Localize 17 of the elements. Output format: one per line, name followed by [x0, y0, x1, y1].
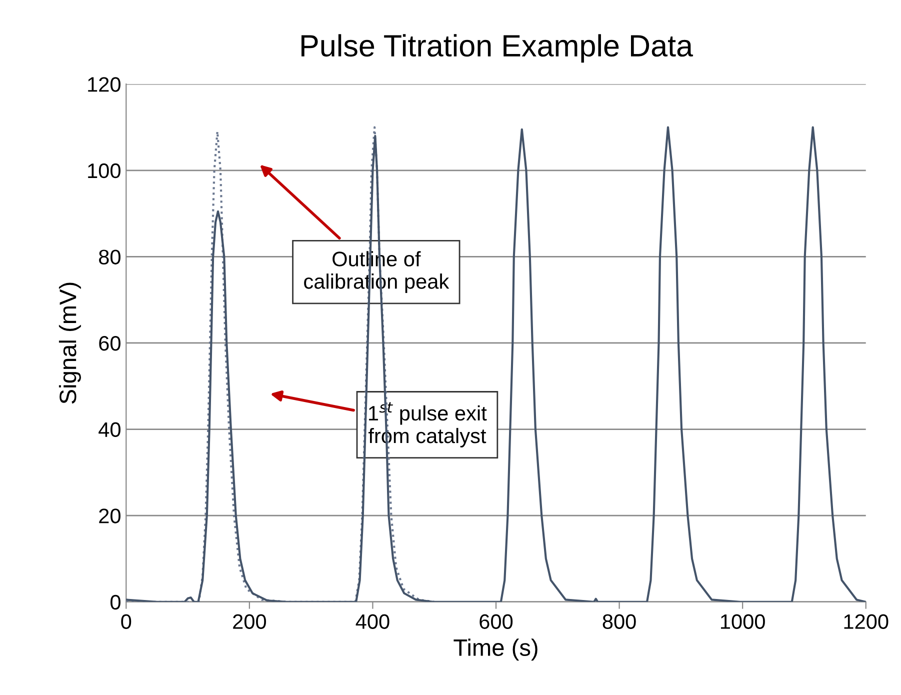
- x-tick-label: 1200: [844, 614, 888, 629]
- y-tick-label: 100: [88, 163, 120, 178]
- x-tick-label: 800: [602, 614, 636, 629]
- y-tick-label: 20: [99, 508, 120, 524]
- y-tick-label: 120: [88, 77, 120, 92]
- x-tick-label: 200: [233, 614, 266, 629]
- x-tick-label: 1000: [720, 614, 765, 629]
- y-tick-label: 40: [98, 422, 120, 438]
- x-tick-label: 0: [121, 614, 132, 629]
- y-tick-label: 80: [99, 250, 120, 264]
- x-tick-label: 600: [480, 614, 513, 629]
- y-tick-label: 60: [99, 336, 120, 351]
- y-tick-label: 0: [110, 594, 120, 610]
- x-axis-title: Time (s): [454, 638, 538, 661]
- y-axis-title: Signal (mV): [58, 282, 81, 404]
- x-tick-label: 400: [356, 614, 390, 629]
- chart-title: Pulse Titration Example Data: [302, 34, 694, 63]
